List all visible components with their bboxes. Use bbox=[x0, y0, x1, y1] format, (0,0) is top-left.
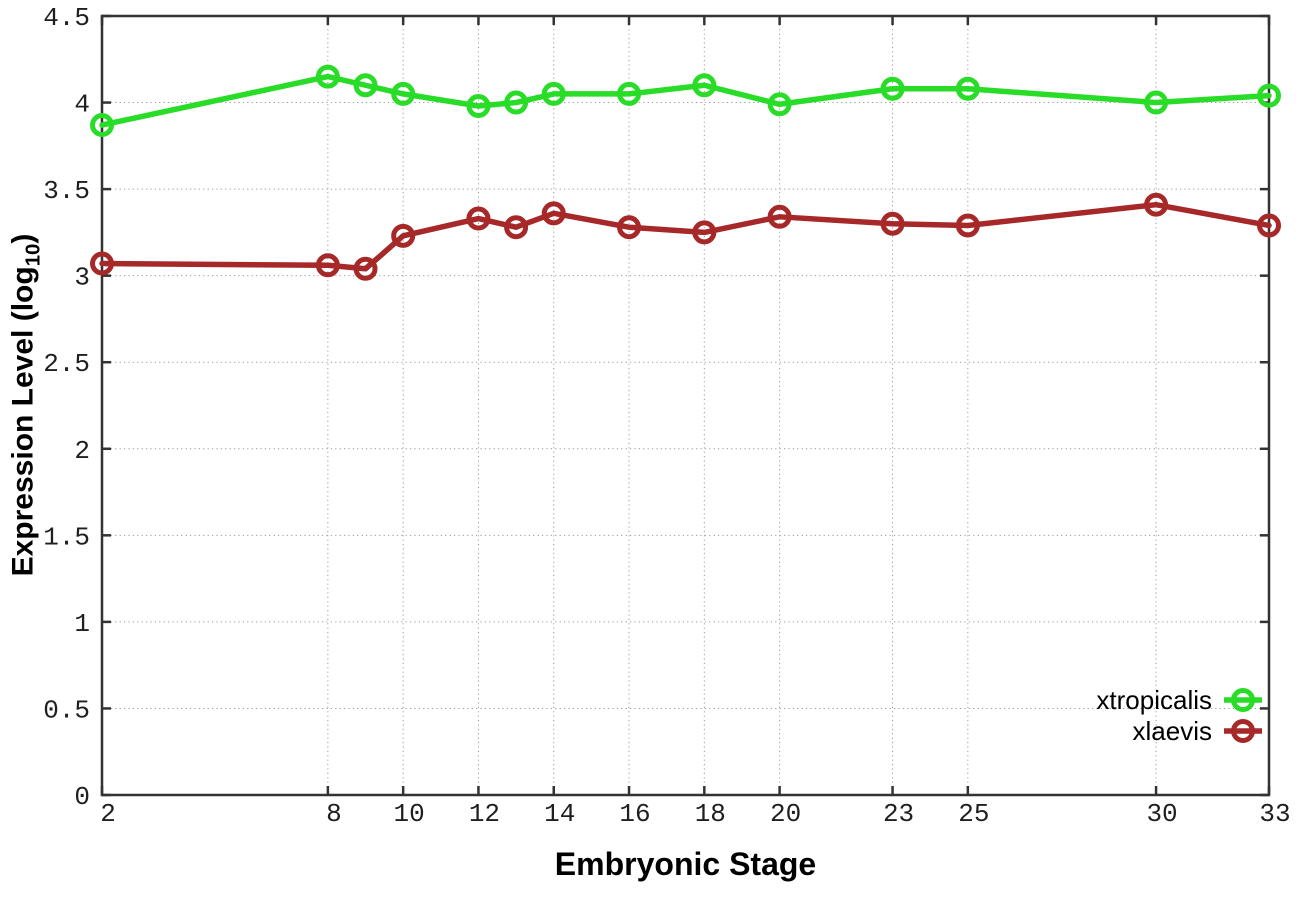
data-point-xtropicalis-23 bbox=[880, 76, 905, 101]
data-point-xtropicalis-12 bbox=[466, 94, 491, 119]
data-point-xlaevis-23 bbox=[880, 211, 905, 236]
x-tick-label-23: 23 bbox=[883, 799, 914, 829]
x-tick-label-20: 20 bbox=[770, 799, 801, 829]
x-tick-label-10: 10 bbox=[394, 799, 425, 829]
legend-marker-xlaevis bbox=[1231, 719, 1255, 743]
y-tick-label-3: 3 bbox=[74, 263, 90, 293]
plot-border bbox=[100, 14, 1271, 797]
legend-label-xlaevis: xlaevis bbox=[1133, 716, 1212, 746]
data-point-xtropicalis-33 bbox=[1257, 83, 1281, 108]
legend-marker-xtropicalis bbox=[1231, 688, 1255, 712]
x-axis-title: Embryonic Stage bbox=[554, 846, 817, 882]
data-point-xtropicalis-13 bbox=[504, 90, 529, 115]
legend-label-xtropicalis: xtropicalis bbox=[1096, 685, 1212, 715]
x-tick-label-25: 25 bbox=[958, 799, 989, 829]
y-axis-title: Expression Level (log10) bbox=[7, 234, 46, 577]
y-axis-title-text: Expression Level (log bbox=[6, 266, 40, 577]
data-point-xlaevis-13 bbox=[504, 215, 529, 240]
data-point-xtropicalis-16 bbox=[617, 81, 642, 106]
y-tick-label-1.5: 1.5 bbox=[43, 522, 90, 552]
data-point-xlaevis-25 bbox=[955, 213, 980, 238]
series-line-xtropicalis bbox=[99, 73, 1272, 128]
y-axis-title-subscript: 10 bbox=[22, 243, 45, 267]
data-point-xtropicalis-10 bbox=[391, 81, 416, 106]
y-tick-label-3.5: 3.5 bbox=[43, 176, 90, 206]
data-point-xlaevis-18 bbox=[692, 220, 717, 245]
data-point-xlaevis-30 bbox=[1144, 192, 1169, 217]
data-point-xtropicalis-9 bbox=[353, 73, 378, 98]
data-point-xlaevis-8 bbox=[315, 253, 340, 278]
x-tick-label-12: 12 bbox=[469, 799, 500, 829]
y-tick-label-0.5: 0.5 bbox=[43, 695, 90, 725]
data-point-xlaevis-10 bbox=[391, 223, 416, 248]
data-point-xtropicalis-2 bbox=[90, 113, 114, 138]
x-tick-label-16: 16 bbox=[619, 799, 650, 829]
data-point-xlaevis-12 bbox=[466, 206, 491, 231]
data-point-xlaevis-33 bbox=[1257, 213, 1281, 238]
y-tick-label-2: 2 bbox=[74, 436, 90, 466]
x-tick-label-8: 8 bbox=[326, 799, 342, 829]
x-tick-label-18: 18 bbox=[695, 799, 726, 829]
y-tick-label-4.5: 4.5 bbox=[43, 3, 90, 33]
x-tick-label-30: 30 bbox=[1146, 799, 1177, 829]
data-point-xtropicalis-25 bbox=[955, 76, 980, 101]
data-point-xlaevis-16 bbox=[617, 215, 642, 240]
x-tick-label-14: 14 bbox=[544, 799, 575, 829]
series-line-xlaevis bbox=[99, 201, 1272, 272]
x-tick-label-33: 33 bbox=[1259, 799, 1290, 829]
y-tick-label-1: 1 bbox=[74, 609, 90, 639]
data-point-xlaevis-20 bbox=[767, 204, 792, 229]
data-point-xlaevis-2 bbox=[90, 251, 114, 276]
x-tick-label-2: 2 bbox=[100, 799, 116, 829]
data-point-xlaevis-14 bbox=[541, 201, 566, 226]
data-point-xtropicalis-8 bbox=[315, 64, 340, 89]
data-point-xtropicalis-18 bbox=[692, 73, 717, 98]
data-point-xtropicalis-30 bbox=[1144, 90, 1169, 115]
y-axis-title-suffix: ) bbox=[6, 233, 40, 244]
data-point-xtropicalis-20 bbox=[767, 92, 792, 117]
y-tick-label-4: 4 bbox=[74, 90, 90, 120]
y-tick-label-2.5: 2.5 bbox=[43, 349, 90, 379]
data-point-xlaevis-9 bbox=[353, 256, 378, 281]
data-point-xtropicalis-14 bbox=[541, 81, 566, 106]
y-tick-label-0: 0 bbox=[74, 782, 90, 812]
